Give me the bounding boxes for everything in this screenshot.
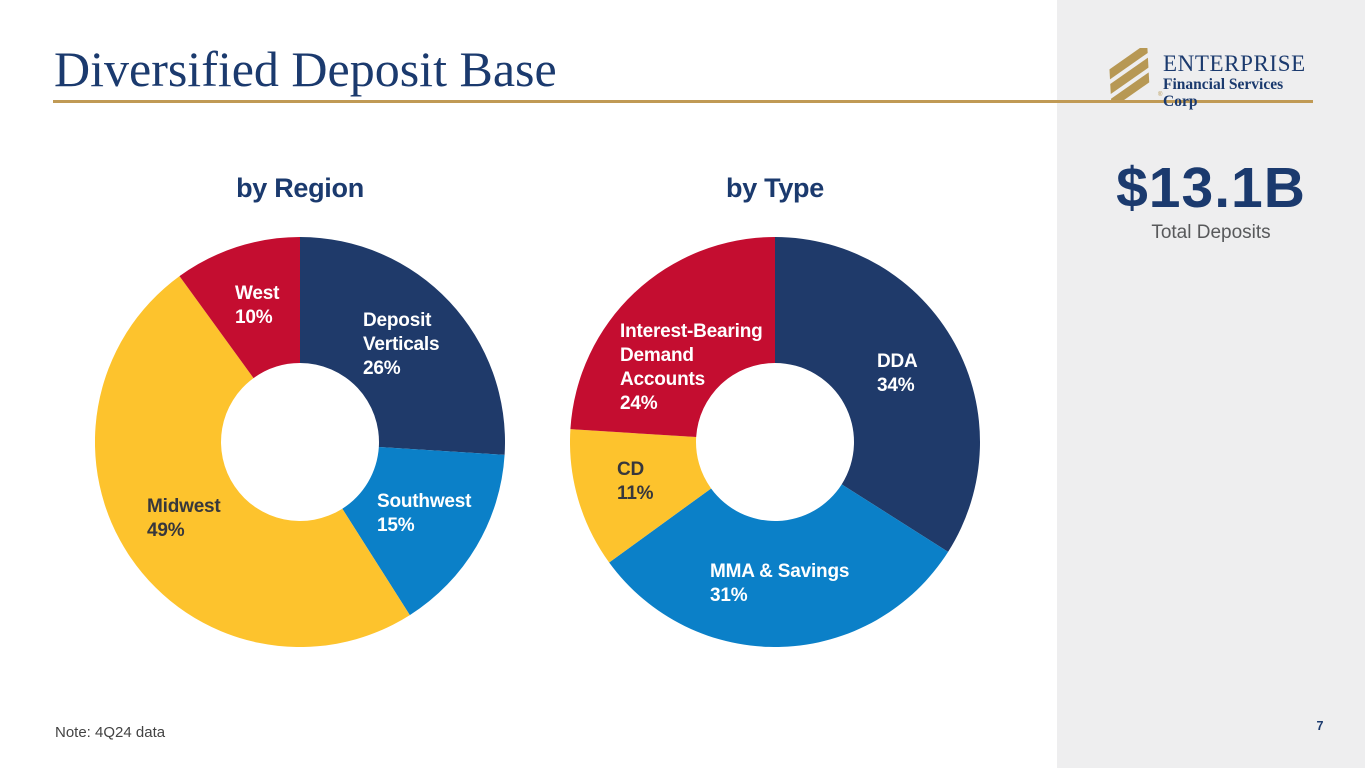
logo-text: ENTERPRISE Financial Services Corp — [1163, 51, 1316, 111]
pie-slice-cd — [570, 429, 712, 563]
slice-label-dda: DDA 34% — [877, 351, 918, 396]
chart-by-region: by Region Deposit Verticals 26% Southwest… — [95, 165, 505, 675]
slice-label-midwest: Midwest 49% — [147, 496, 221, 541]
logo-mark-icon — [1109, 48, 1150, 100]
slice-label-west: West 10% — [235, 283, 280, 328]
slide-title: Diversified Deposit Base — [54, 41, 557, 97]
title-underline — [53, 100, 1313, 103]
total-deposits-label: Total Deposits — [1151, 222, 1271, 243]
slice-label-interest-bearing-demand-accounts: Interest-Bearing Demand Accounts 24% — [620, 321, 763, 414]
slice-label-deposit-verticals: Deposit Verticals 26% — [363, 310, 440, 379]
page-number: 7 — [1316, 719, 1324, 733]
chart-by-type: by Type DDA 34% MMA & Savings 31% CD 11% In… — [570, 165, 980, 675]
pie-slice-midwest — [95, 276, 410, 647]
total-deposits-stat: $13.1B Total Deposits — [1057, 158, 1365, 244]
footnote: Note: 4Q24 data — [55, 724, 166, 741]
donut-chart-by-region — [95, 237, 505, 647]
pie-slice-interest-bearing-demand-accounts — [570, 237, 775, 438]
right-sidebar-panel — [1057, 0, 1365, 768]
pie-slice-west — [179, 237, 300, 379]
chart-title-by-region: by Region — [236, 173, 364, 203]
total-deposits-value: $13.1B — [1116, 156, 1306, 220]
company-logo: ® ENTERPRISE Financial Services Corp — [1101, 48, 1316, 110]
pie-slice-mma-savings — [609, 484, 949, 647]
logo-subtitle: Financial Services Corp — [1163, 76, 1284, 110]
slice-label-southwest: Southwest 15% — [377, 491, 472, 536]
pie-slice-dda — [775, 237, 980, 552]
pie-slice-deposit-verticals — [300, 237, 505, 455]
chart-title-by-type: by Type — [726, 173, 824, 203]
donut-chart-by-type — [570, 237, 980, 647]
logo-name: ENTERPRISE — [1163, 51, 1306, 76]
slice-label-cd: CD 11% — [617, 459, 654, 504]
registered-mark: ® — [1158, 92, 1163, 98]
pie-slice-southwest — [342, 446, 505, 616]
slice-label-mma-savings: MMA & Savings 31% — [710, 561, 850, 606]
